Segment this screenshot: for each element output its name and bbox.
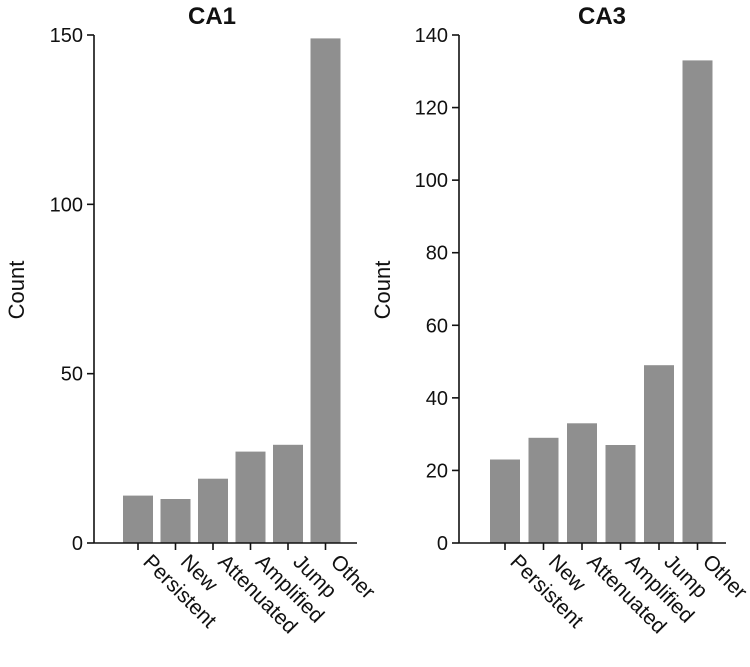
bar-new [160, 499, 191, 543]
y-tick-label: 60 [426, 315, 448, 337]
bar-other [682, 60, 713, 544]
y-axis-label: Count [4, 261, 29, 320]
y-tick-label: 0 [437, 533, 448, 555]
bar-jump [644, 365, 674, 543]
chart-title: CA1 [188, 3, 236, 30]
bar-persistent [490, 459, 520, 543]
bar-jump [273, 444, 303, 543]
bar-amplified [235, 451, 266, 543]
y-tick-label: 0 [72, 533, 83, 555]
y-tick-label: 100 [415, 170, 448, 192]
bar-persistent [123, 495, 153, 543]
chart-title: CA3 [578, 3, 626, 30]
y-tick-label: 40 [426, 388, 448, 410]
y-tick-label: 20 [426, 460, 448, 482]
bar-amplified [605, 445, 636, 543]
y-tick-label: 120 [415, 98, 448, 120]
chart-ca1: CA1 Count 050100150PersistentNewAttenuat… [4, 3, 379, 638]
y-tick-label: 150 [50, 25, 83, 47]
y-tick-label: 50 [61, 364, 83, 386]
y-tick-label: 100 [50, 194, 83, 216]
chart-ca3: CA3 Count 020406080100120140PersistentNe… [370, 3, 750, 638]
x-tick-label-other: Other [698, 550, 750, 603]
bar-new [528, 437, 559, 543]
bar-other [310, 38, 341, 544]
bar-attenuated [198, 478, 228, 543]
bar-attenuated [567, 423, 597, 543]
x-tick-label-other: Other [326, 550, 379, 603]
y-axis-label: Count [370, 261, 395, 320]
y-tick-label: 80 [426, 243, 448, 265]
y-tick-label: 140 [415, 25, 448, 47]
